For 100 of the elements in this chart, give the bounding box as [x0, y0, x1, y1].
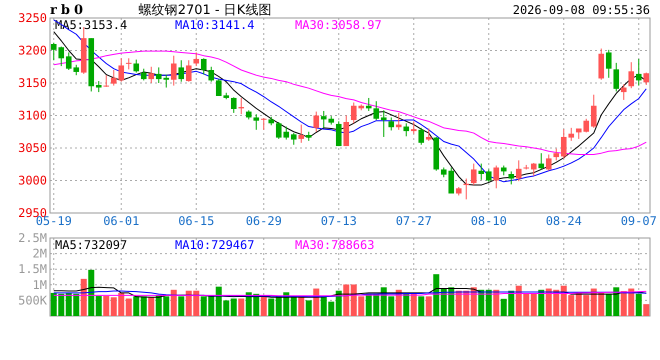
candlestick [546, 154, 552, 172]
bar [238, 298, 244, 316]
x-tick-label: 06-01 [103, 214, 140, 228]
candlestick [516, 160, 522, 182]
chart-title: 螺纹钢2701 - 日K线图 [138, 3, 272, 18]
candlestick [613, 62, 620, 92]
candlestick [440, 167, 447, 178]
text: MA30:3058.97 [295, 18, 382, 32]
candlestick [366, 97, 372, 112]
bar [426, 296, 432, 316]
candlestick [583, 118, 590, 133]
bar [148, 297, 154, 316]
candlestick [590, 94, 597, 128]
candlestick [246, 110, 252, 120]
candlestick [290, 132, 297, 146]
y-tick-label: 1.5M [18, 262, 47, 276]
text: MA30:788663 [295, 238, 374, 252]
candlestick [283, 126, 290, 140]
bar [306, 300, 312, 316]
candlestick [636, 58, 642, 86]
candlestick [373, 100, 380, 121]
bar [80, 278, 87, 316]
bar [636, 294, 642, 316]
y-tick-label: 2M [32, 246, 47, 261]
bar [260, 296, 267, 316]
candlestick [620, 84, 627, 100]
candlestick [170, 55, 177, 86]
candlestick [238, 97, 244, 115]
candlestick [388, 116, 394, 131]
y-tick-label: 1M [32, 278, 47, 292]
candlestick [133, 59, 140, 74]
candlestick [58, 46, 64, 67]
candlestick [276, 122, 282, 140]
candlestick [118, 58, 124, 82]
candlestick [643, 72, 650, 86]
candlestick [576, 128, 582, 140]
candlestick [103, 74, 110, 88]
y-tick-label: 3250 [18, 11, 47, 25]
candlestick [156, 66, 162, 84]
candlestick [530, 162, 537, 176]
candlestick [336, 120, 342, 147]
candlestick [96, 80, 102, 93]
candlestick [140, 68, 147, 81]
bar [403, 294, 410, 316]
x-tick-label: 08-10 [470, 214, 507, 228]
bar [643, 304, 650, 316]
candlestick [163, 74, 170, 88]
candlestick [470, 163, 477, 186]
candlestick [110, 70, 117, 86]
candlestick [186, 60, 192, 82]
candlestick [306, 131, 312, 142]
candlestick [216, 78, 222, 96]
candlestick [410, 120, 417, 134]
y-tick-label: 3050 [18, 141, 47, 155]
text: MA10:729467 [175, 238, 254, 252]
candlestick [66, 52, 72, 70]
y-tick-label: 3100 [18, 108, 47, 122]
candlestick [508, 170, 514, 185]
text: MA5:732097 [55, 238, 128, 252]
candlestick [313, 111, 320, 132]
candlestick [403, 122, 410, 137]
annotation: rb0 [50, 3, 87, 18]
bar [418, 296, 424, 316]
candlestick [486, 168, 492, 182]
x-tick-label: 06-15 [178, 214, 214, 228]
candlestick [73, 64, 80, 76]
candlestick [193, 52, 200, 67]
candlestick [178, 60, 184, 82]
y-tick-label: 3150 [18, 76, 47, 90]
candlestick [126, 58, 132, 70]
bar [298, 296, 304, 316]
x-tick-label: 06-29 [246, 214, 282, 228]
candlestick [448, 167, 454, 194]
candlestick [478, 163, 484, 180]
bar [178, 296, 184, 316]
candlestick [148, 66, 154, 84]
y-tick-label: 2.5M [18, 231, 47, 245]
candlestick [606, 49, 612, 78]
candlestick [230, 96, 237, 114]
candlestick [200, 58, 207, 76]
x-tick-label: 08-24 [546, 214, 582, 228]
candlestick [208, 66, 214, 82]
bar [493, 290, 500, 316]
candlestick [560, 128, 567, 159]
bar [410, 294, 417, 316]
candlestick [553, 148, 560, 161]
candlestick [380, 110, 387, 138]
candlestick [628, 62, 634, 89]
text: 2026-09-08 09:55:36 [512, 3, 650, 17]
y-tick-label: 3200 [18, 44, 47, 58]
candlestick [426, 128, 432, 142]
candlestick [298, 124, 304, 144]
candlestick [320, 110, 327, 128]
candlestick [568, 127, 574, 142]
bar [538, 290, 544, 316]
candlestick [418, 127, 424, 146]
candlestick [350, 102, 357, 124]
candlestick [500, 165, 507, 176]
y-tick-label: 500K [18, 293, 48, 308]
y-tick-label: 3000 [18, 174, 47, 188]
